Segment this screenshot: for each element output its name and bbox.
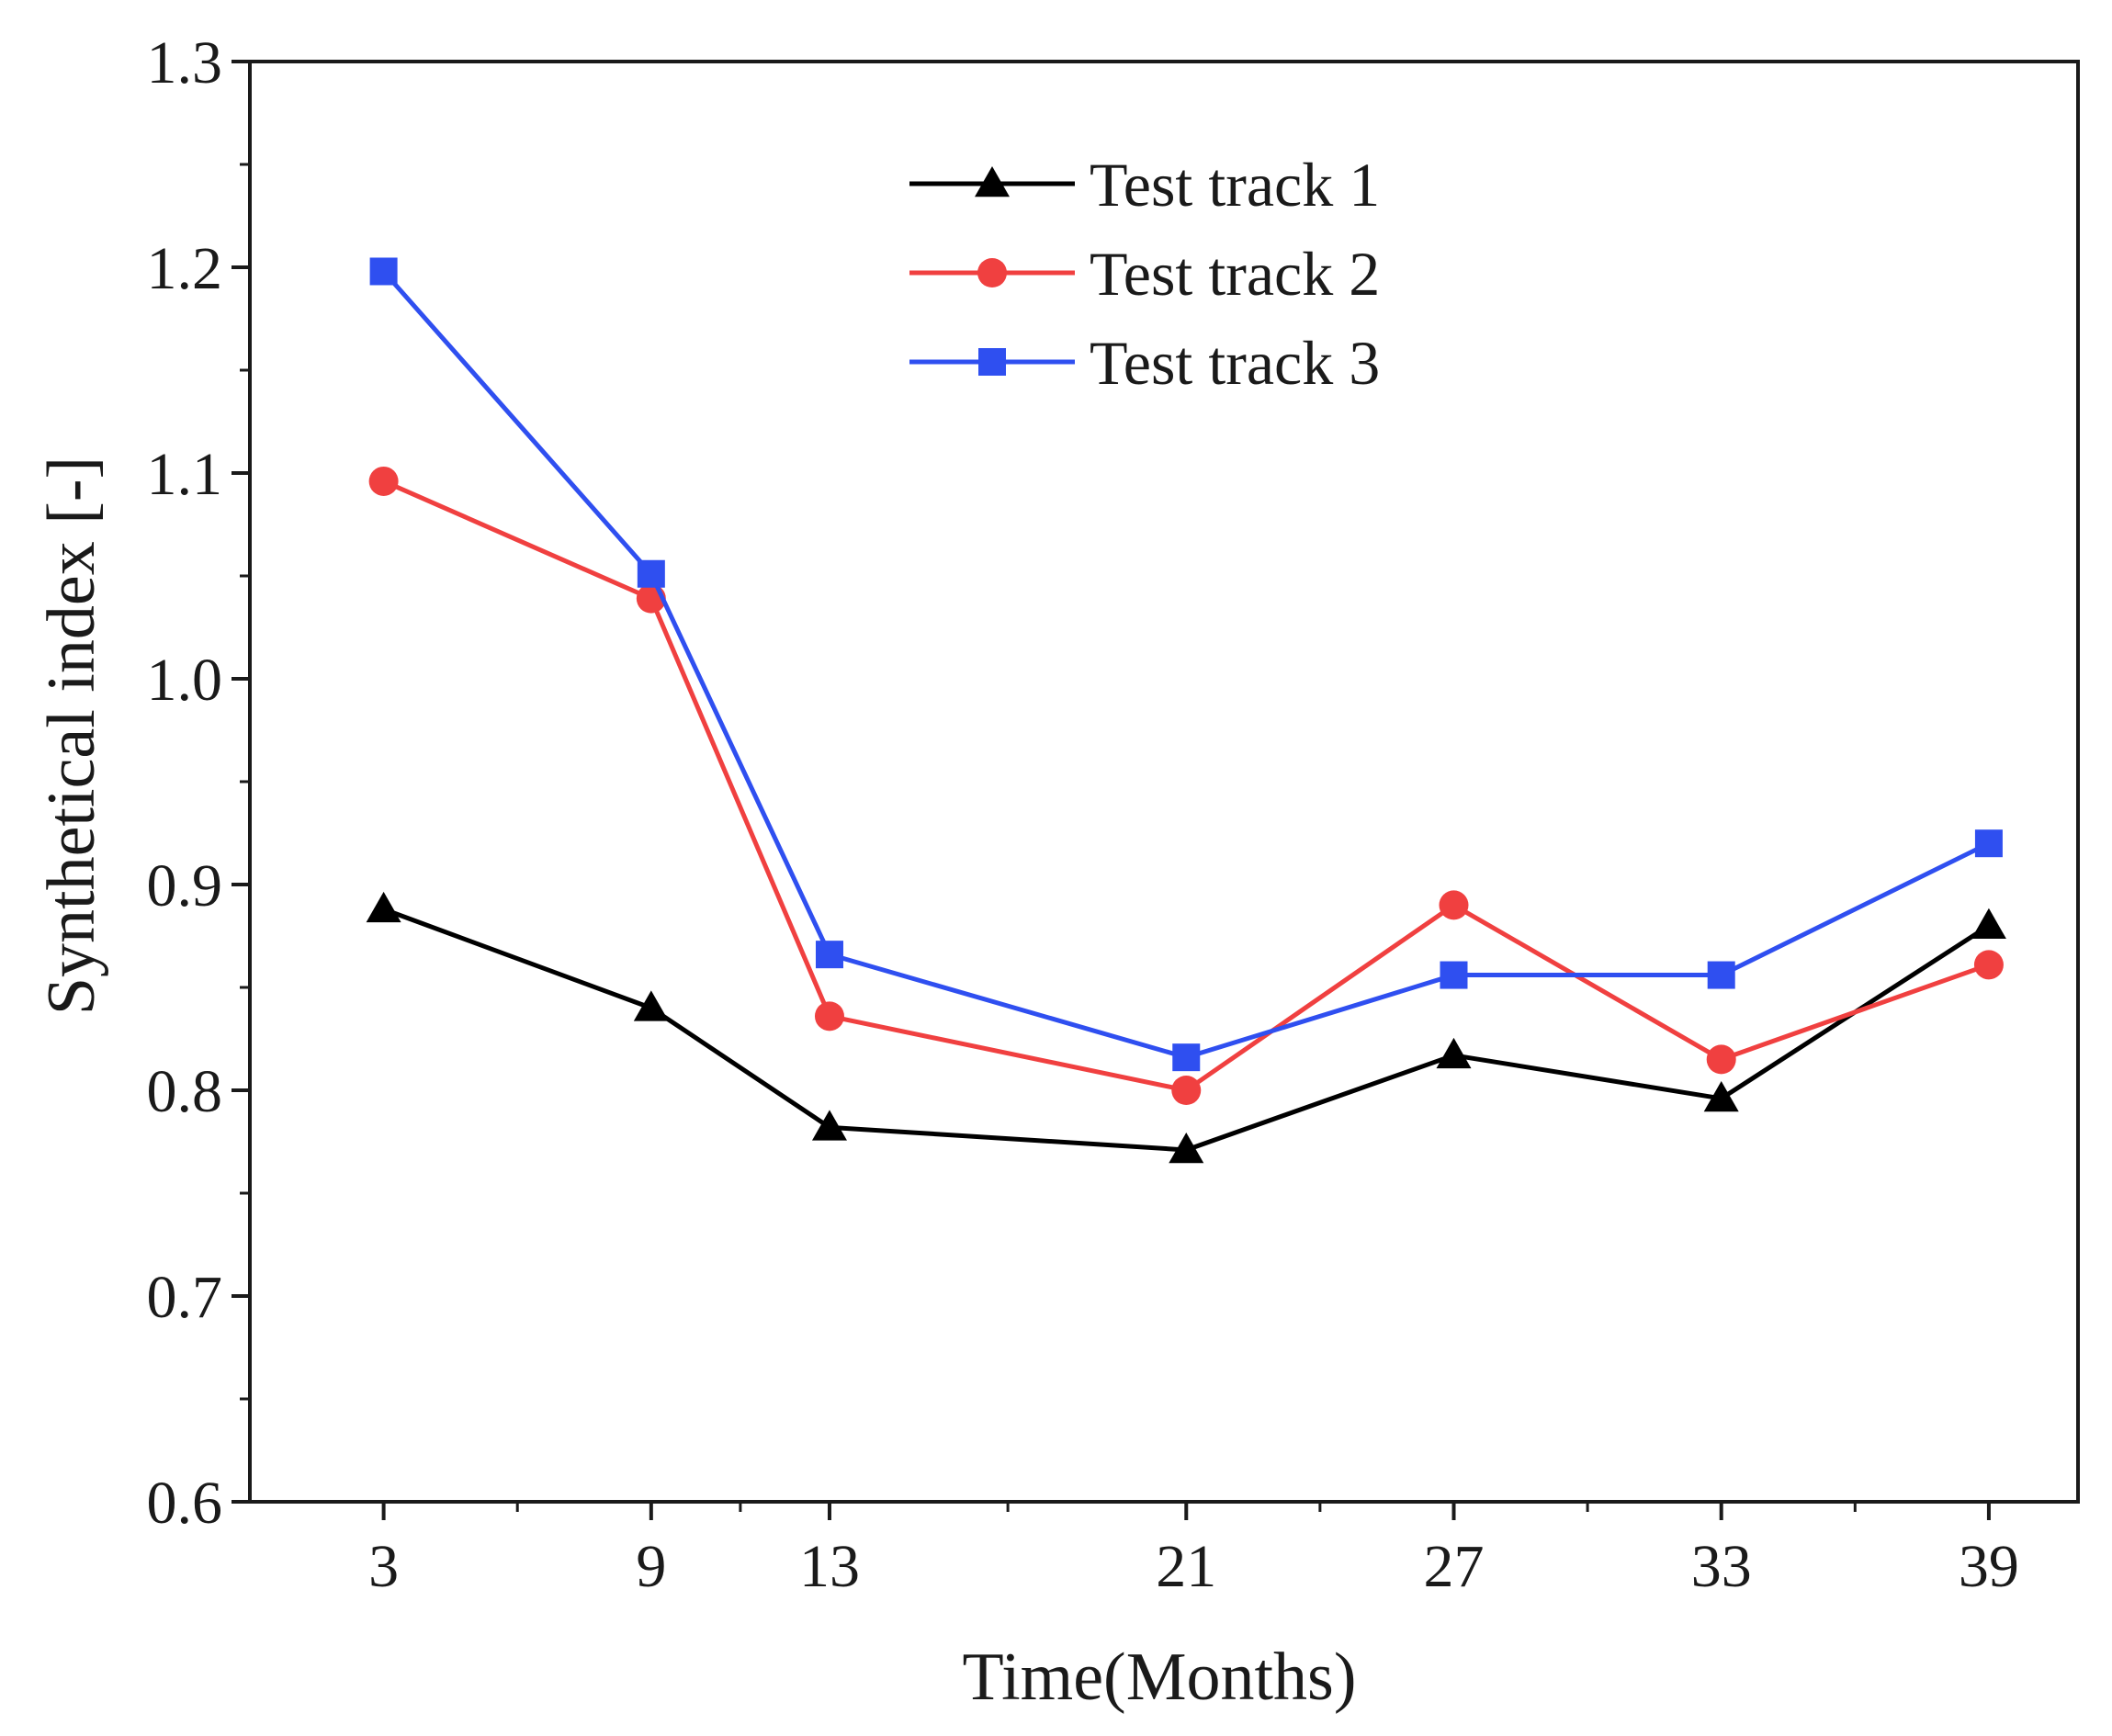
data-point-triangle: [1703, 1080, 1739, 1112]
x-axis-title: Time(Months): [962, 1640, 1356, 1715]
series-line: [382, 907, 1991, 1153]
series-test-track-2: [368, 466, 2004, 1105]
legend-entry: Test track 1: [909, 150, 1380, 220]
y-tick-label: 0.8: [147, 1058, 223, 1125]
x-tick-label: 21: [1156, 1533, 1216, 1600]
data-point-triangle: [811, 1110, 847, 1141]
legend-entry: Test track 2: [909, 239, 1380, 309]
legend-marker-square: [978, 348, 1006, 376]
legend-label: Test track 2: [1090, 239, 1380, 309]
legend: Test track 1 Test track 2 Test track 3: [909, 150, 1380, 398]
data-point-circle: [1973, 950, 2004, 980]
data-point-square: [1440, 961, 1468, 989]
data-point-circle: [1706, 1044, 1736, 1075]
x-tick-label: 33: [1691, 1533, 1752, 1600]
series-group: [366, 257, 2006, 1164]
x-tick-label: 39: [1959, 1533, 2019, 1600]
legend-entry: Test track 3: [909, 328, 1380, 398]
y-tick-label: 1.3: [147, 29, 223, 96]
y-tick-label: 1.2: [147, 235, 223, 302]
legend-marker-triangle: [975, 166, 1010, 197]
x-tick-label: 3: [368, 1533, 399, 1600]
data-point-triangle: [633, 990, 669, 1021]
y-tick-label: 1.1: [147, 441, 223, 508]
data-point-triangle: [1971, 907, 2006, 940]
data-point-square: [1172, 1043, 1201, 1072]
y-tick-label: 0.9: [147, 852, 223, 919]
x-tick-label: 9: [636, 1533, 666, 1600]
data-point-square: [369, 257, 398, 286]
legend-marker-circle: [977, 258, 1007, 287]
data-point-triangle: [1169, 1132, 1204, 1164]
y-tick-label: 1.0: [147, 647, 223, 714]
legend-label: Test track 3: [1090, 328, 1380, 398]
data-point-square: [637, 559, 665, 588]
data-point-square: [1707, 961, 1735, 989]
data-point-square: [1974, 829, 2003, 858]
y-tick-label: 0.6: [147, 1470, 223, 1537]
axis-ticks: 0.60.70.80.91.01.11.21.33 9 13 21 27 33 39: [147, 29, 2019, 1600]
legend-label: Test track 1: [1090, 150, 1380, 220]
data-point-circle: [814, 1001, 844, 1031]
data-point-circle: [368, 466, 399, 496]
data-point-circle: [1171, 1076, 1202, 1105]
data-point-square: [815, 941, 843, 969]
data-point-triangle: [1436, 1037, 1472, 1069]
y-axis-title: Synthetical index [-]: [34, 457, 109, 1015]
series-test-track-3: [369, 257, 2003, 1072]
data-point-circle: [1439, 890, 1469, 920]
x-tick-label: 13: [799, 1533, 860, 1600]
x-tick-label: 27: [1423, 1533, 1484, 1600]
y-tick-label: 0.7: [147, 1264, 223, 1331]
data-point-triangle: [366, 891, 401, 923]
series-test-track-1: [366, 891, 2006, 1164]
